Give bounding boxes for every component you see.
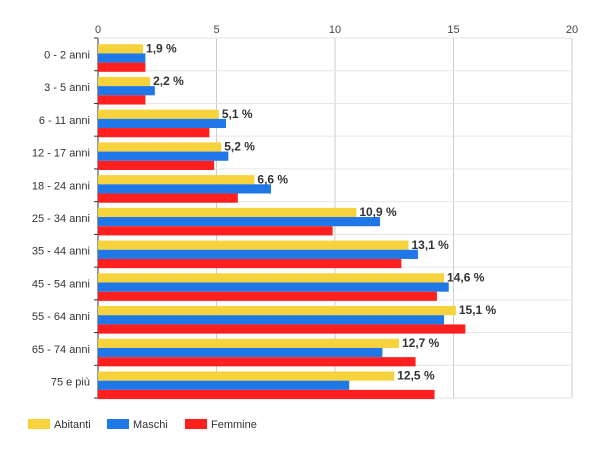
data-label: 12,7 % xyxy=(402,336,440,350)
bar-abitanti-5 xyxy=(98,207,357,218)
bar-abitanti-4 xyxy=(98,175,255,185)
data-label: 14,6 % xyxy=(447,270,485,284)
bar-maschi-1 xyxy=(98,86,155,96)
legend-label-abitanti: Abitanti xyxy=(54,419,91,431)
bar-femmine-5 xyxy=(98,226,333,236)
category-label: 18 - 24 anni xyxy=(32,180,90,192)
data-label: 6,6 % xyxy=(257,172,288,186)
bar-abitanti-6 xyxy=(98,240,409,250)
bar-abitanti-7 xyxy=(98,273,445,283)
x-axis-ticks: 0 5 10 15 20 xyxy=(95,24,578,36)
category-label: 12 - 17 anni xyxy=(32,148,90,160)
category-label: 55 - 64 anni xyxy=(32,311,90,323)
data-label: 5,2 % xyxy=(224,140,255,154)
bar-abitanti-2 xyxy=(98,109,219,119)
legend-label-femmine: Femmine xyxy=(211,419,257,431)
legend-swatch-abitanti xyxy=(28,419,50,429)
category-label: 25 - 34 anni xyxy=(32,213,90,225)
bar-maschi-4 xyxy=(98,184,272,194)
bar-maschi-7 xyxy=(98,282,449,292)
bar-femmine-2 xyxy=(98,128,210,138)
bar-maschi-0 xyxy=(98,53,146,63)
bar-abitanti-1 xyxy=(98,76,151,87)
category-label: 65 - 74 anni xyxy=(32,344,90,356)
bar-femmine-8 xyxy=(98,324,466,334)
data-label: 15,1 % xyxy=(459,303,497,317)
bar-maschi-10 xyxy=(98,380,350,390)
category-label: 6 - 11 anni xyxy=(39,115,90,127)
data-label: 5,1 % xyxy=(222,107,253,121)
category-label: 0 - 2 anni xyxy=(44,49,90,61)
bar-abitanti-3 xyxy=(98,142,222,152)
bar-abitanti-10 xyxy=(98,371,395,381)
x-tick-label: 15 xyxy=(447,24,459,36)
bar-maschi-6 xyxy=(98,249,418,259)
bar-maschi-8 xyxy=(98,315,445,325)
bar-maschi-3 xyxy=(98,151,229,161)
bar-maschi-9 xyxy=(98,347,383,358)
category-label: 3 - 5 anni xyxy=(44,82,90,94)
x-tick-label: 20 xyxy=(566,24,578,36)
data-label: 12,5 % xyxy=(397,369,435,383)
x-tick-label: 0 xyxy=(95,24,101,36)
bar-femmine-1 xyxy=(98,95,146,105)
bar-femmine-7 xyxy=(98,291,437,301)
data-label: 2,2 % xyxy=(153,74,184,88)
x-tick-label: 10 xyxy=(329,24,341,36)
bar-femmine-6 xyxy=(98,258,402,269)
data-label: 1,9 % xyxy=(146,41,177,55)
bar-femmine-9 xyxy=(98,357,416,367)
data-labels: 1,9 % 2,2 % 5,1 % 5,2 % 6,6 % 10,9 % 13,1 % 14,… xyxy=(146,41,497,382)
bar-abitanti-8 xyxy=(98,306,456,316)
category-labels: 0 - 2 anni 3 - 5 anni 6 - 11 anni 12 - 17 a… xyxy=(32,49,90,388)
bar-femmine-4 xyxy=(98,193,238,203)
category-label: 45 - 54 anni xyxy=(32,278,90,290)
legend-swatch-maschi xyxy=(107,419,129,429)
bar-femmine-3 xyxy=(98,160,215,170)
bar-abitanti-9 xyxy=(98,338,399,348)
legend-label-maschi: Maschi xyxy=(133,419,168,431)
legend-swatch-femmine xyxy=(185,419,207,429)
bar-femmine-10 xyxy=(98,389,435,400)
x-tick-label: 5 xyxy=(213,24,219,36)
legend: Abitanti Maschi Femmine xyxy=(28,419,257,431)
bars-layer xyxy=(98,44,466,400)
bar-femmine-0 xyxy=(98,62,146,72)
category-label: 35 - 44 anni xyxy=(32,246,90,258)
bar-maschi-2 xyxy=(98,118,226,129)
category-label: 75 e più xyxy=(51,377,90,389)
data-label: 13,1 % xyxy=(411,238,449,252)
data-label: 10,9 % xyxy=(359,205,397,219)
bar-maschi-5 xyxy=(98,217,381,227)
bar-abitanti-0 xyxy=(98,44,144,54)
